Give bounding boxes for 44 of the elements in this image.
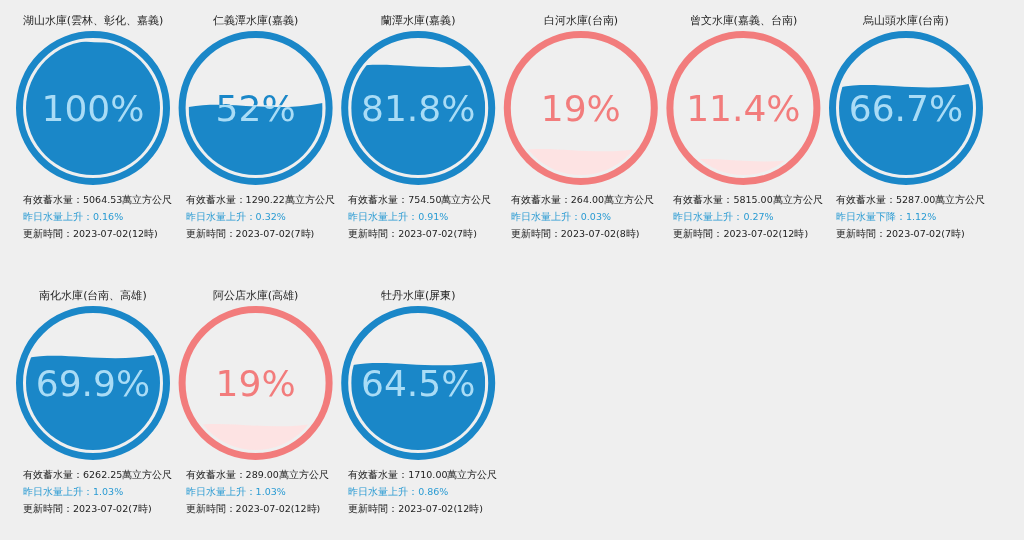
text: 更新時間：2023-07-02(7時) (348, 228, 477, 239)
text: 烏山頭水庫(台南) (862, 14, 949, 27)
text: 更新時間：2023-07-02(12時) (185, 503, 321, 514)
text: 有效蓄水量：5815.00萬立方公尺 (673, 194, 823, 205)
data-label: 64.5% (361, 363, 476, 404)
text: 昨日水量上升：1.03% (23, 486, 124, 497)
data-label: 81.8% (361, 88, 476, 129)
text: 有效蓄水量：754.50萬立方公尺 (348, 194, 492, 205)
text: 曾文水庫(嘉義、台南) (689, 14, 798, 27)
text: 更新時間：2023-07-02(7時) (23, 503, 152, 514)
text: 昨日水量上升：0.16% (23, 211, 124, 222)
text: 有效蓄水量：6262.25萬立方公尺 (23, 469, 173, 480)
text: 更新時間：2023-07-02(12時) (673, 228, 809, 239)
data-label: 100% (41, 88, 145, 129)
text: 昨日水量上升：0.91% (348, 211, 449, 222)
text: 有效蓄水量：5064.53萬立方公尺 (23, 194, 173, 205)
data-label: 69.9% (35, 363, 151, 404)
text: 南化水庫(台南、高雄) (39, 289, 147, 302)
data-label: 19% (215, 363, 296, 404)
text: 阿公店水庫(高雄) (212, 289, 299, 302)
text: 昨日水量上升：0.32% (185, 211, 286, 222)
text: 湖山水庫(雲林、彰化、嘉義) (22, 14, 164, 27)
data-label: 11.4% (686, 88, 801, 129)
text: 更新時間：2023-07-02(7時) (836, 228, 965, 239)
text: 昨日水量下降：1.12% (836, 211, 937, 222)
text: 昨日水量上升：0.03% (510, 211, 611, 222)
text: 更新時間：2023-07-02(8時) (510, 228, 640, 239)
data-label: 19% (540, 88, 621, 129)
text: 仁義潭水庫(嘉義) (212, 14, 299, 27)
text: 更新時間：2023-07-02(7時) (185, 228, 315, 239)
text: 昨日水量上升：0.86% (348, 486, 449, 497)
text: 白河水庫(台南) (543, 14, 619, 27)
text: 牡丹水庫(屏東) (380, 289, 456, 302)
text: 有效蓄水量：5287.00萬立方公尺 (836, 194, 986, 205)
data-label: 66.7% (848, 88, 964, 129)
text: 有效蓄水量：264.00萬立方公尺 (510, 194, 655, 205)
text: 昨日水量上升：0.27% (673, 211, 774, 222)
text: 更新時間：2023-07-02(12時) (23, 228, 158, 239)
text: 更新時間：2023-07-02(12時) (348, 503, 483, 514)
text: 昨日水量上升：1.03% (185, 486, 286, 497)
text: 有效蓄水量：289.00萬立方公尺 (185, 469, 329, 480)
text: 蘭潭水庫(嘉義) (380, 14, 456, 27)
text: 有效蓄水量：1290.22萬立方公尺 (185, 194, 335, 205)
text: 有效蓄水量：1710.00萬立方公尺 (348, 469, 498, 480)
